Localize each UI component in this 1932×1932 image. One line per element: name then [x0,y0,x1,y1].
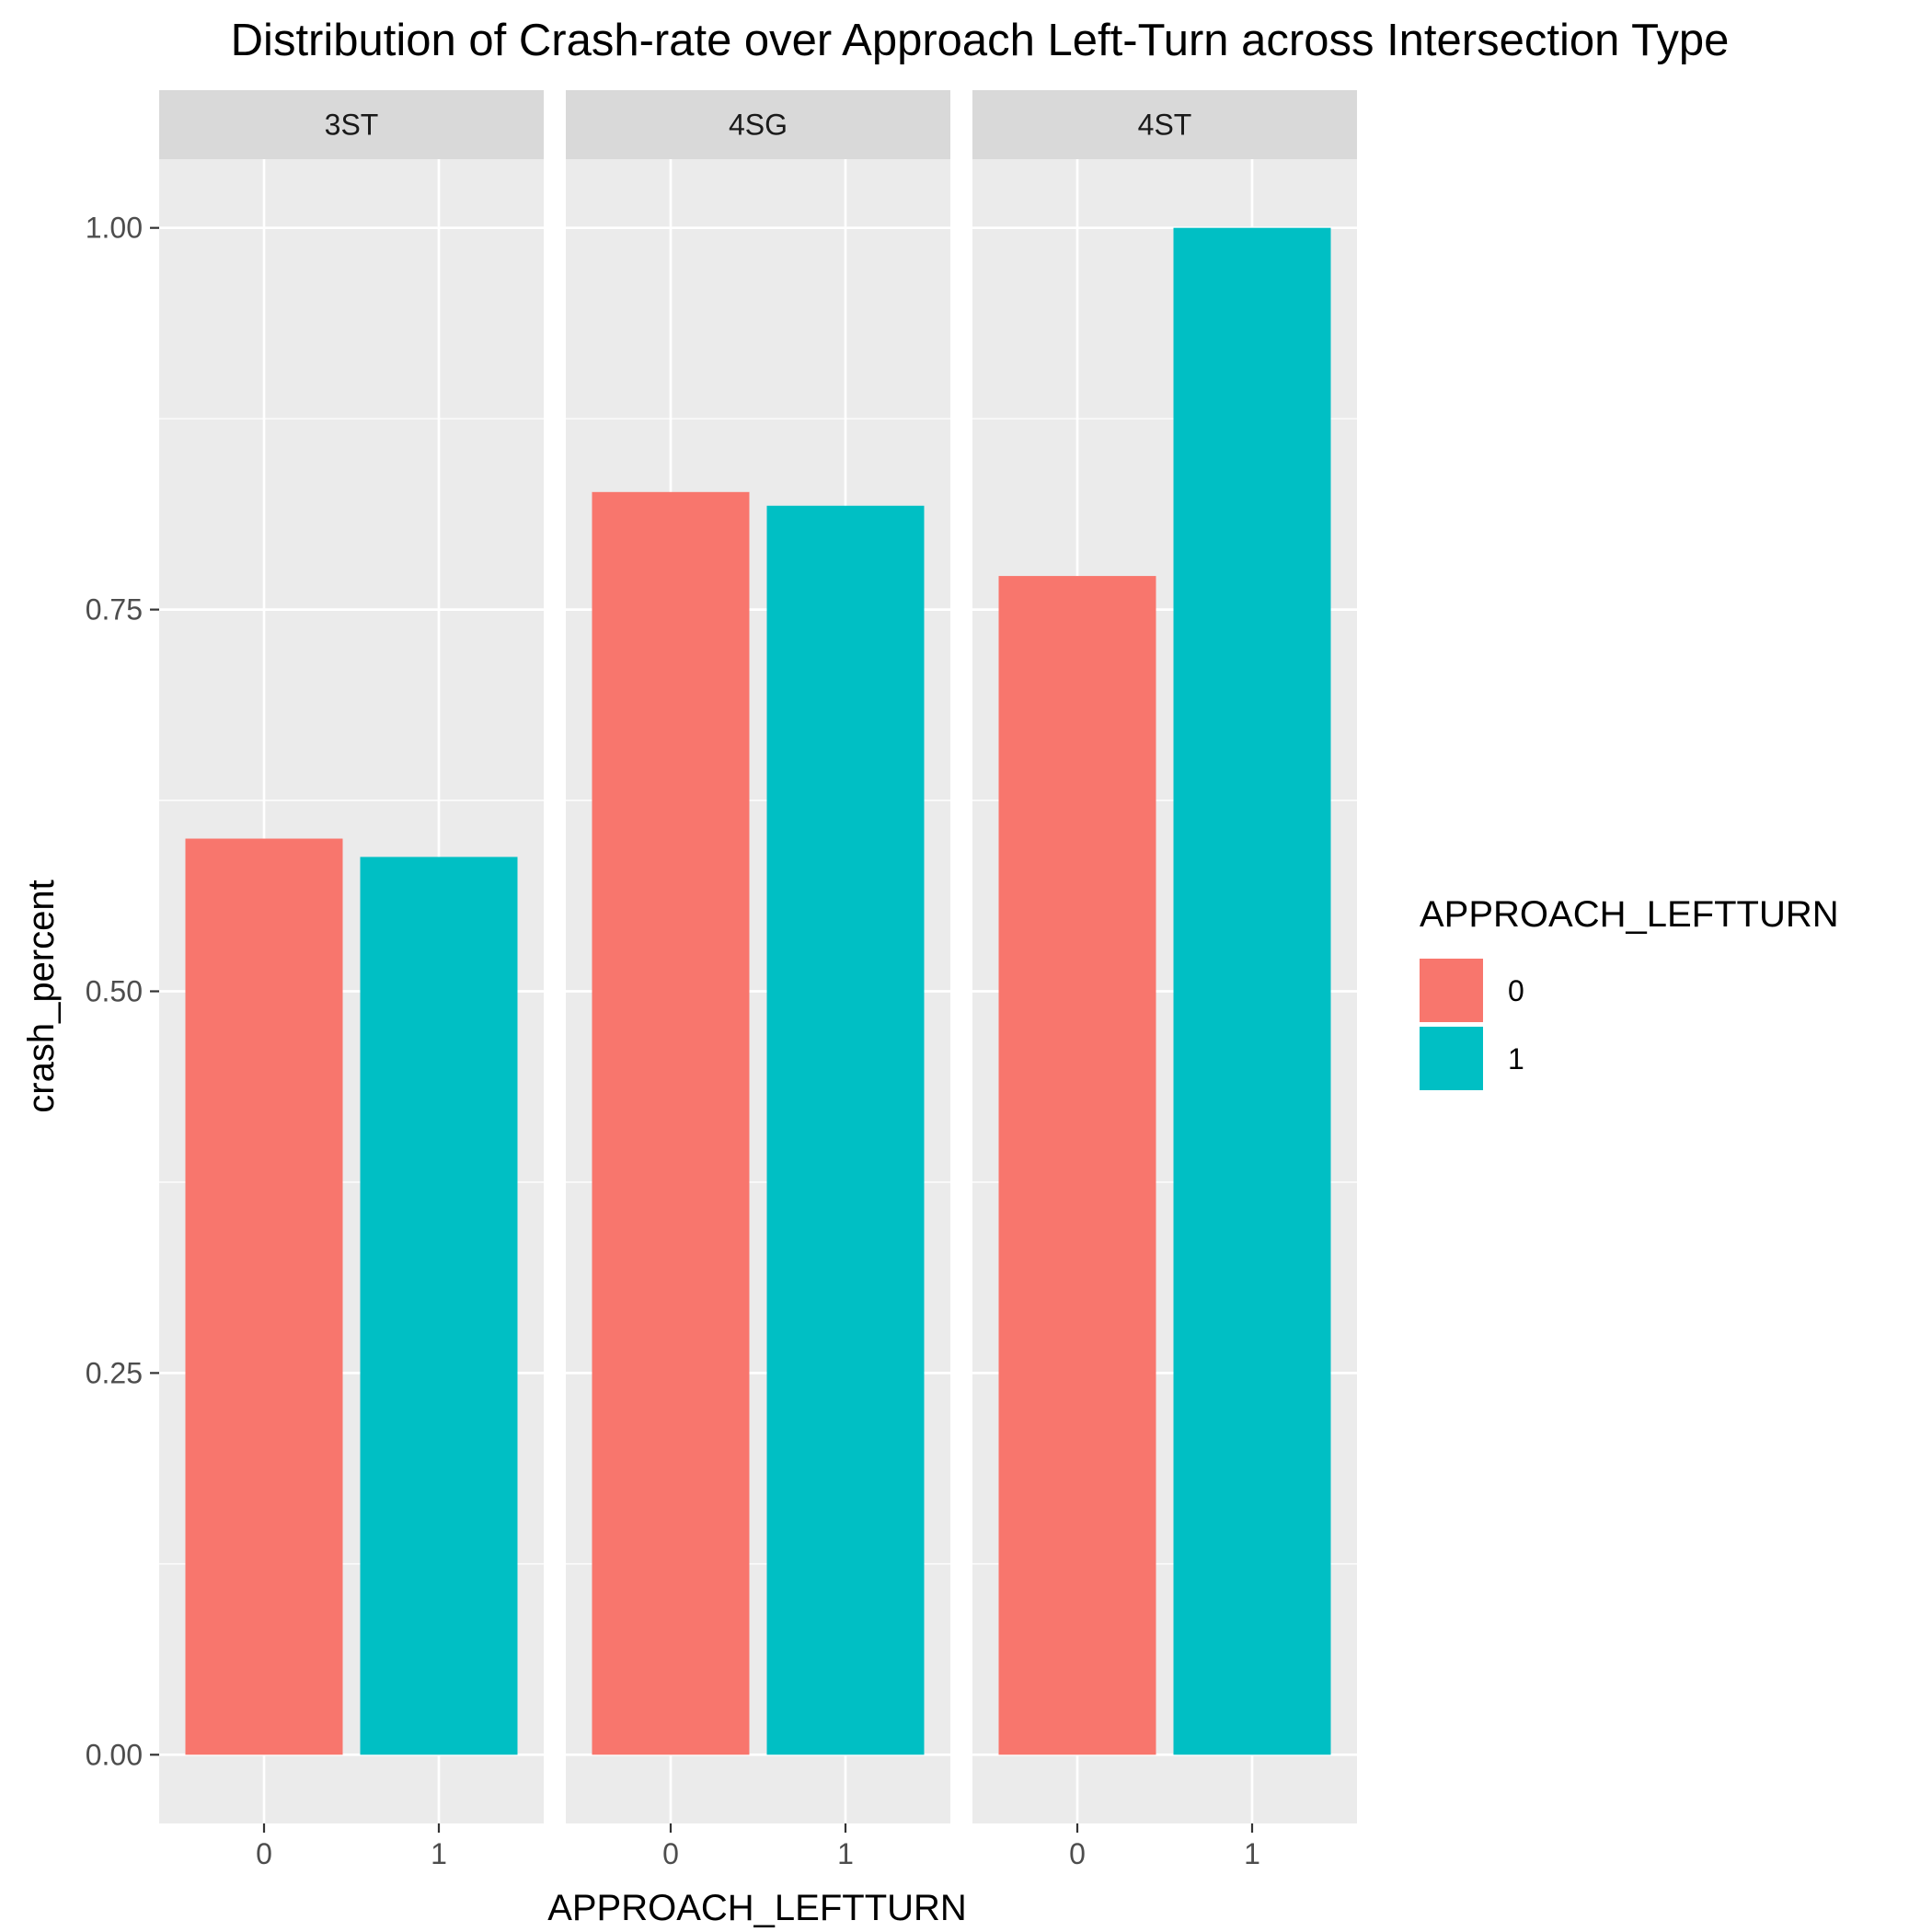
x-tick-label: 1 [431,1837,447,1870]
facet-strip-label: 3ST [325,109,379,142]
bar-3ST-0 [185,838,343,1755]
legend-title: APPROACH_LEFTTURN [1420,894,1839,935]
facet-panel-4SG: 4SG 0 1 [566,90,950,1870]
bar-4ST-0 [998,576,1156,1755]
facet-strip [972,90,1357,159]
legend-key-1 [1420,1027,1483,1090]
facet-panel-4ST: 4ST 0 1 [972,90,1357,1870]
y-tick-label: 1.00 [86,212,143,245]
bar-4SG-0 [592,491,750,1755]
facet-strip-label: 4ST [1138,109,1192,142]
legend-label-1: 1 [1508,1042,1524,1075]
x-tick-label: 0 [256,1837,272,1870]
bar-4SG-1 [766,505,925,1755]
y-tick-label: 0.75 [86,593,143,627]
y-tick-label: 0.00 [86,1738,143,1771]
x-tick-label: 0 [1069,1837,1086,1870]
facet-strip-label: 4SG [729,109,788,142]
x-axis-title: APPROACH_LEFTTURN [547,1888,967,1928]
bar-3ST-1 [360,857,518,1755]
legend: APPROACH_LEFTTURN 0 1 [1420,894,1839,1090]
legend-key-0 [1420,959,1483,1022]
chart-title: Distribution of Crash-rate over Approach… [231,16,1730,65]
x-tick-label: 1 [1244,1837,1260,1870]
legend-label-0: 0 [1508,974,1524,1007]
facet-panels: 3ST 0 1 4SG 0 1 4ST 0 1 [159,90,1357,1870]
x-tick-label: 1 [837,1837,854,1870]
bar-4ST-1 [1173,227,1331,1755]
y-axis: 0.00 0.25 0.50 0.75 1.00 [86,212,159,1771]
facet-panel-3ST: 3ST 0 1 [159,90,544,1870]
x-tick-label: 0 [662,1837,679,1870]
facet-strip [159,90,544,159]
y-tick-label: 0.25 [86,1356,143,1389]
y-tick-label: 0.50 [86,975,143,1008]
y-axis-title: crash_percent [21,880,62,1112]
facet-strip [566,90,950,159]
